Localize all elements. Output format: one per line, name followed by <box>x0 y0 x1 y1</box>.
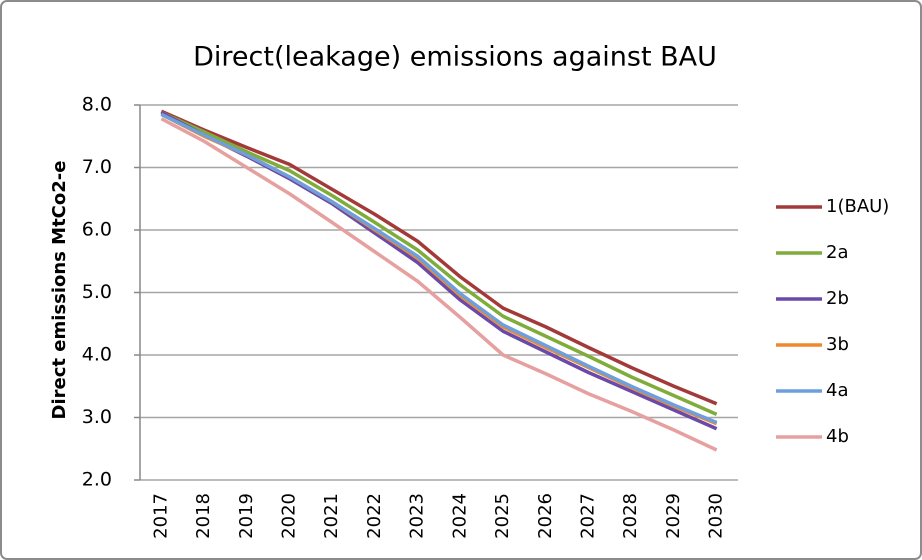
x-tick-label: 2028 <box>620 493 641 539</box>
x-tick-label: 2025 <box>492 493 513 539</box>
legend-label: 3b <box>826 334 849 355</box>
legend-label: 2a <box>826 242 848 263</box>
legend-label: 4b <box>826 426 849 447</box>
x-tick-label: 2023 <box>407 493 428 539</box>
series-line <box>160 117 718 452</box>
x-tick-label: 2019 <box>236 493 257 539</box>
y-tick-label: 7.0 <box>82 156 112 178</box>
x-tick-label: 2024 <box>449 493 470 539</box>
legend-label: 4a <box>826 380 848 401</box>
x-tick-label: 2030 <box>706 493 727 539</box>
y-tick-label: 3.0 <box>82 406 112 428</box>
x-tick-label: 2022 <box>364 493 385 539</box>
y-tick-label: 8.0 <box>82 94 112 116</box>
series-line <box>160 110 718 416</box>
y-tick-label: 2.0 <box>82 469 112 491</box>
x-tick-label: 2017 <box>150 493 171 539</box>
x-tick-label: 2020 <box>279 493 300 539</box>
series-line <box>160 112 718 425</box>
y-axis-label: Direct emissions MtCo2-e <box>49 161 70 420</box>
legend-label: 2b <box>826 288 849 309</box>
y-tick-label: 4.0 <box>82 344 112 366</box>
legend-label: 1(BAU) <box>826 196 889 217</box>
series-line <box>160 109 718 406</box>
y-tick-label: 6.0 <box>82 219 112 241</box>
y-tick-label: 5.0 <box>82 281 112 303</box>
x-tick-label: 2027 <box>578 493 599 539</box>
x-tick-label: 2029 <box>663 493 684 539</box>
chart-title: Direct(leakage) emissions against BAU <box>193 42 717 73</box>
x-tick-label: 2021 <box>321 493 342 539</box>
x-tick-label: 2026 <box>535 493 556 539</box>
x-tick-label: 2018 <box>193 493 214 539</box>
